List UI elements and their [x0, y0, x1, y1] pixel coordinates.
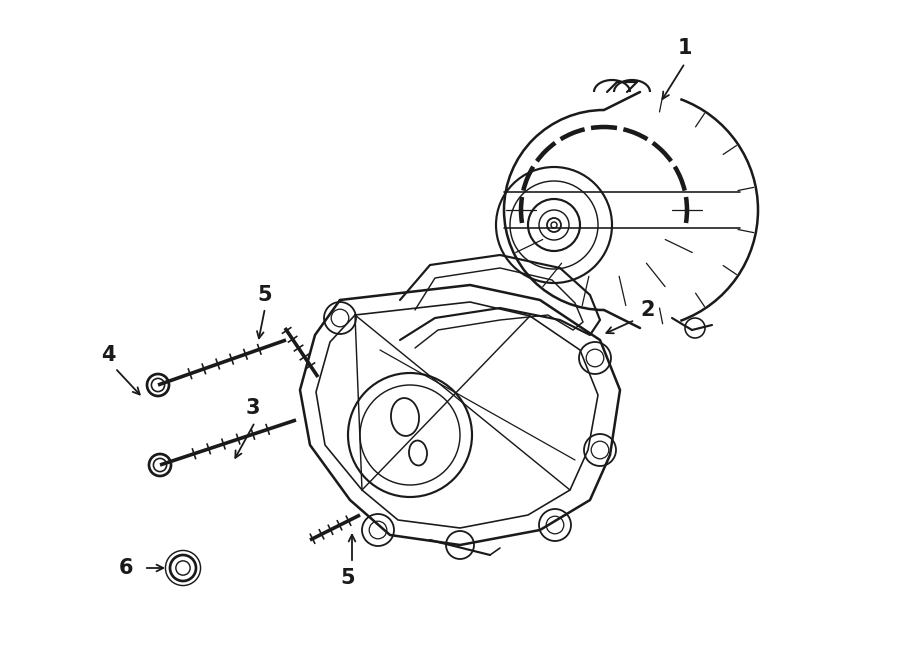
Text: 6: 6 [119, 558, 133, 578]
Text: 5: 5 [257, 285, 273, 305]
Text: 4: 4 [101, 345, 115, 365]
Text: 2: 2 [641, 300, 655, 320]
Text: 1: 1 [678, 38, 692, 58]
Text: 3: 3 [246, 398, 260, 418]
Text: 5: 5 [341, 568, 356, 588]
